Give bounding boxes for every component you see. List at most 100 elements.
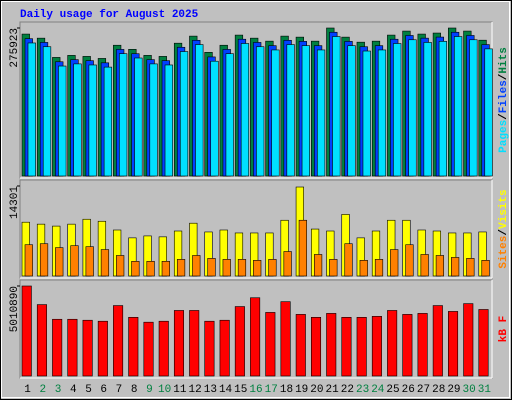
x-tick-label: 31 — [478, 384, 492, 396]
x-tick-label: 6 — [100, 384, 107, 396]
bar — [432, 305, 443, 377]
bar — [116, 255, 125, 277]
bar — [195, 44, 204, 177]
bar — [253, 260, 262, 277]
bar — [113, 305, 124, 377]
bar — [329, 259, 338, 277]
bar — [420, 254, 429, 277]
bar — [70, 245, 79, 277]
legend: Sites/Visits — [498, 189, 510, 268]
x-tick-label: 11 — [173, 384, 187, 396]
x-tick-label: 12 — [188, 384, 201, 396]
x-tick-label: 25 — [386, 384, 399, 396]
bar — [97, 320, 108, 377]
legend: Pages/Files/Hits — [498, 47, 510, 153]
y-tick-label: 275923 — [9, 28, 21, 68]
bar — [423, 42, 432, 177]
bar — [58, 65, 67, 177]
bar — [390, 249, 399, 277]
bar — [463, 303, 474, 377]
bar — [298, 219, 307, 277]
bar — [128, 317, 139, 377]
x-tick-label: 21 — [326, 384, 340, 396]
bar — [408, 39, 417, 177]
bar — [207, 258, 216, 277]
bar — [67, 318, 78, 377]
bar — [73, 63, 82, 177]
bar — [24, 244, 33, 277]
bar — [268, 259, 277, 277]
legend-entry: kB F — [498, 316, 510, 342]
bar — [374, 259, 384, 277]
x-tick-label: 8 — [131, 384, 138, 396]
x-tick-label: 17 — [265, 384, 278, 396]
bar — [286, 44, 295, 177]
bar — [149, 63, 158, 177]
bar — [359, 260, 368, 277]
bar — [52, 318, 63, 377]
x-tick-label: 26 — [402, 384, 415, 396]
bar — [405, 244, 414, 277]
bar — [131, 261, 140, 277]
bar — [82, 319, 93, 377]
bar — [161, 261, 170, 277]
x-tick-label: 10 — [158, 384, 171, 396]
bar — [265, 312, 276, 377]
x-tick-label: 24 — [371, 384, 385, 396]
legend-entry: Sites — [498, 236, 510, 269]
bar — [402, 314, 413, 377]
x-tick-label: 27 — [417, 384, 430, 396]
bar — [316, 49, 326, 177]
bar — [234, 306, 245, 377]
bar — [119, 53, 128, 177]
bar — [21, 285, 32, 377]
x-tick-label: 19 — [295, 384, 308, 396]
bar — [204, 320, 215, 377]
x-tick-label: 13 — [204, 384, 217, 396]
x-tick-label: 29 — [447, 384, 460, 396]
bar — [237, 259, 247, 277]
bar — [356, 317, 367, 377]
bar — [134, 57, 143, 177]
bar — [377, 49, 387, 177]
bar — [55, 247, 64, 277]
bar — [481, 260, 490, 277]
bar — [435, 255, 445, 277]
bar — [179, 51, 189, 177]
x-tick-label: 4 — [70, 384, 77, 396]
bar — [146, 261, 155, 277]
bar — [173, 310, 184, 377]
x-tick-label: 28 — [432, 384, 445, 396]
bar — [466, 258, 475, 277]
bar — [313, 254, 323, 277]
bar — [100, 249, 110, 277]
x-tick-label: 20 — [310, 384, 323, 396]
bar — [341, 317, 352, 377]
bar — [192, 255, 201, 277]
x-tick-label: 2 — [40, 384, 47, 396]
bar — [176, 259, 186, 277]
bar — [42, 46, 52, 177]
bar — [280, 301, 291, 377]
x-tick-label: 23 — [356, 384, 369, 396]
legend-separator: / — [498, 113, 510, 120]
bar — [417, 313, 428, 377]
bar — [438, 41, 448, 177]
legend: kB F — [498, 316, 510, 342]
bar — [295, 314, 306, 377]
bar — [271, 49, 280, 177]
bar — [478, 309, 489, 377]
bar — [88, 64, 97, 177]
outer-bevel — [1, 1, 510, 398]
bar — [189, 310, 200, 377]
x-tick-label: 9 — [146, 384, 153, 396]
bar — [347, 45, 356, 177]
bar — [344, 243, 353, 277]
bar — [39, 243, 49, 277]
bar — [27, 42, 36, 177]
bar — [103, 66, 113, 177]
bar — [85, 246, 94, 277]
y-tick-label: 5010890 — [9, 286, 21, 332]
x-tick-label: 3 — [55, 384, 62, 396]
bar — [240, 43, 250, 177]
